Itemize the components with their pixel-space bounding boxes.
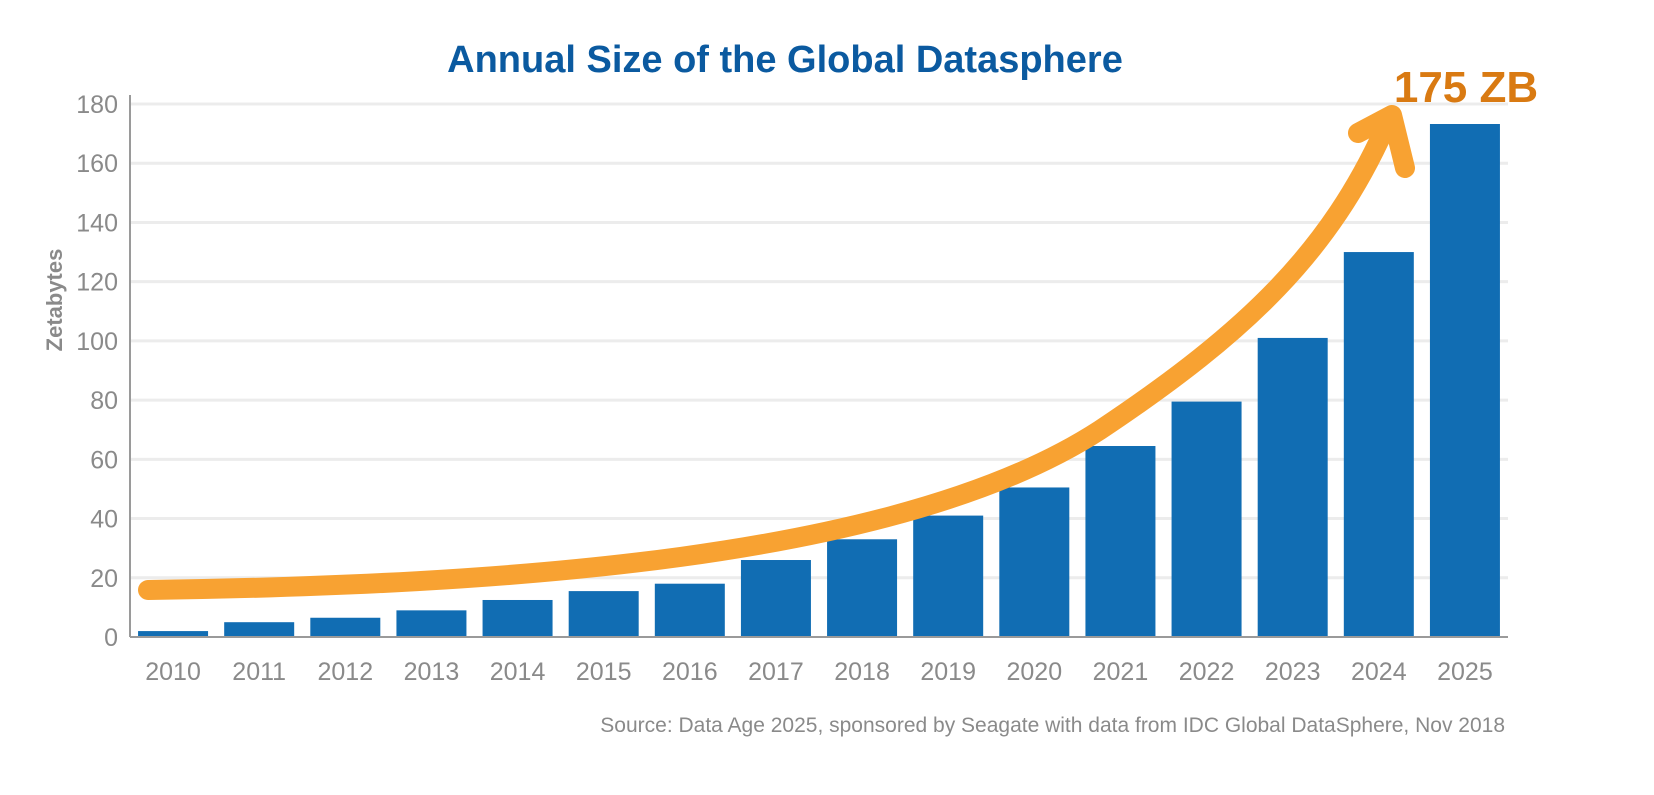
x-tick-label: 2015 — [576, 658, 632, 686]
chart-title: Annual Size of the Global Datasphere — [447, 39, 1123, 81]
x-tick-label: 2024 — [1351, 658, 1407, 686]
x-tick-label: 2023 — [1265, 658, 1321, 686]
bar-2021 — [1085, 446, 1156, 637]
y-tick-label: 0 — [104, 624, 118, 652]
bar-2016 — [654, 583, 725, 637]
y-tick-label: 80 — [90, 387, 118, 415]
y-axis-label: Zetabytes — [42, 249, 67, 352]
y-tick-label: 60 — [90, 446, 118, 474]
source-note: Source: Data Age 2025, sponsored by Seag… — [600, 714, 1505, 737]
x-tick-label: 2022 — [1179, 658, 1235, 686]
bar-2025 — [1429, 124, 1500, 637]
bar-2023 — [1257, 337, 1328, 637]
x-tick-label: 2019 — [920, 658, 976, 686]
x-tick-label: 2013 — [404, 658, 460, 686]
x-tick-label: 2012 — [318, 658, 374, 686]
x-tick-label: 2011 — [232, 658, 286, 686]
bar-2019 — [913, 515, 984, 637]
y-tick-label: 140 — [76, 209, 118, 237]
y-tick-label: 20 — [90, 565, 118, 593]
bar-2012 — [310, 617, 381, 637]
bar-2017 — [740, 560, 811, 637]
x-tick-label: 2020 — [1007, 658, 1063, 686]
annotation-175zb: 175 ZB — [1394, 63, 1538, 112]
y-tick-label: 40 — [90, 506, 118, 534]
x-tick-label: 2014 — [490, 658, 546, 686]
bar-2015 — [568, 591, 639, 637]
y-tick-label: 180 — [76, 91, 118, 119]
growth-arrow — [138, 118, 1395, 600]
bar-2020 — [999, 487, 1070, 637]
bar-2024 — [1343, 252, 1414, 638]
bar-2014 — [482, 599, 553, 637]
x-tick-label: 2025 — [1437, 658, 1493, 686]
bar-2013 — [396, 610, 467, 637]
bar-2022 — [1171, 401, 1242, 637]
growth-arrowhead — [1348, 105, 1415, 178]
bar-2011 — [224, 622, 295, 637]
x-tick-label: 2010 — [145, 658, 201, 686]
y-tick-label: 100 — [76, 328, 118, 356]
x-tick-label: 2016 — [662, 658, 718, 686]
bar-2010 — [138, 631, 209, 637]
x-tick-label: 2018 — [834, 658, 890, 686]
x-tick-label: 2017 — [748, 658, 804, 686]
y-tick-label: 120 — [76, 269, 118, 297]
x-tick-label: 2021 — [1093, 658, 1149, 686]
bar-2018 — [827, 539, 898, 637]
y-tick-label: 160 — [76, 150, 118, 178]
